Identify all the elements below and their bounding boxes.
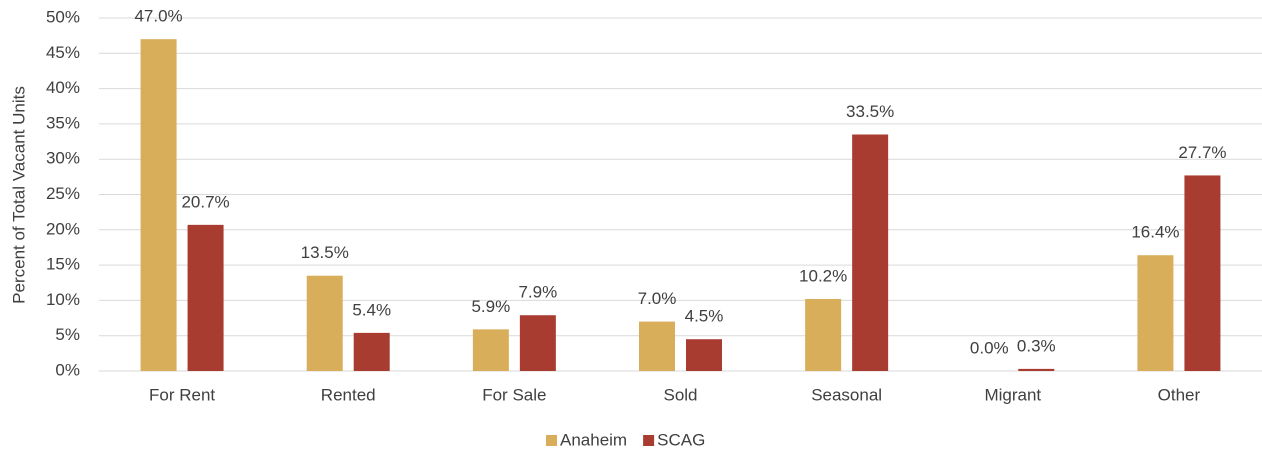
data-label: 5.4% bbox=[352, 300, 391, 319]
data-label: 16.4% bbox=[1131, 223, 1179, 242]
bar bbox=[353, 332, 390, 371]
y-tick-label: 30% bbox=[46, 149, 80, 168]
data-label: 0.3% bbox=[1017, 336, 1056, 355]
bar bbox=[805, 298, 842, 371]
data-label: 4.5% bbox=[685, 307, 724, 326]
bar bbox=[187, 224, 224, 371]
y-tick-label: 15% bbox=[46, 255, 80, 274]
x-tick-label: For Rent bbox=[149, 385, 215, 404]
x-tick-label: Rented bbox=[321, 385, 376, 404]
bar bbox=[306, 275, 343, 371]
data-label: 5.9% bbox=[471, 297, 510, 316]
legend-swatch bbox=[546, 435, 557, 446]
bar bbox=[1137, 255, 1174, 371]
y-tick-label: 50% bbox=[46, 7, 80, 26]
y-tick-label: 40% bbox=[46, 78, 80, 97]
x-tick-label: Sold bbox=[663, 385, 697, 404]
bar bbox=[519, 315, 556, 371]
data-label: 7.9% bbox=[518, 283, 557, 302]
bar bbox=[1184, 175, 1221, 371]
y-tick-label: 25% bbox=[46, 184, 80, 203]
data-label: 33.5% bbox=[846, 102, 894, 121]
y-axis-label: Percent of Total Vacant Units bbox=[9, 86, 28, 304]
y-tick-label: 20% bbox=[46, 219, 80, 238]
legend-swatch bbox=[643, 435, 655, 446]
bar bbox=[639, 321, 675, 371]
data-label: 10.2% bbox=[799, 266, 847, 285]
x-tick-label: For Sale bbox=[482, 385, 546, 404]
y-tick-label: 35% bbox=[46, 113, 80, 132]
x-tick-label: Migrant bbox=[984, 385, 1041, 404]
bar bbox=[852, 134, 889, 371]
x-tick-label: Other bbox=[1158, 385, 1201, 404]
x-tick-label: Seasonal bbox=[811, 385, 882, 404]
y-tick-label: 10% bbox=[46, 290, 80, 309]
data-label: 13.5% bbox=[301, 243, 349, 262]
data-label: 7.0% bbox=[638, 289, 677, 308]
bar bbox=[140, 39, 177, 372]
legend-label: SCAG bbox=[657, 430, 705, 449]
data-label: 47.0% bbox=[134, 7, 182, 26]
bar bbox=[686, 339, 722, 371]
bar bbox=[1018, 368, 1055, 371]
y-tick-label: 45% bbox=[46, 43, 80, 62]
data-label: 27.7% bbox=[1178, 143, 1226, 162]
bar bbox=[472, 329, 509, 371]
legend-label: Anaheim bbox=[560, 430, 627, 449]
data-label: 20.7% bbox=[181, 192, 229, 211]
y-tick-label: 0% bbox=[55, 360, 80, 379]
data-label: 0.0% bbox=[970, 338, 1009, 357]
y-tick-label: 5% bbox=[55, 325, 80, 344]
